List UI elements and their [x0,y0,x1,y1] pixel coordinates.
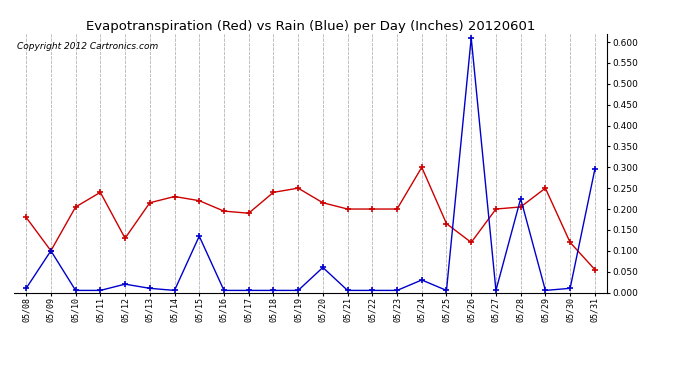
Text: Copyright 2012 Cartronics.com: Copyright 2012 Cartronics.com [17,42,158,51]
Title: Evapotranspiration (Red) vs Rain (Blue) per Day (Inches) 20120601: Evapotranspiration (Red) vs Rain (Blue) … [86,20,535,33]
